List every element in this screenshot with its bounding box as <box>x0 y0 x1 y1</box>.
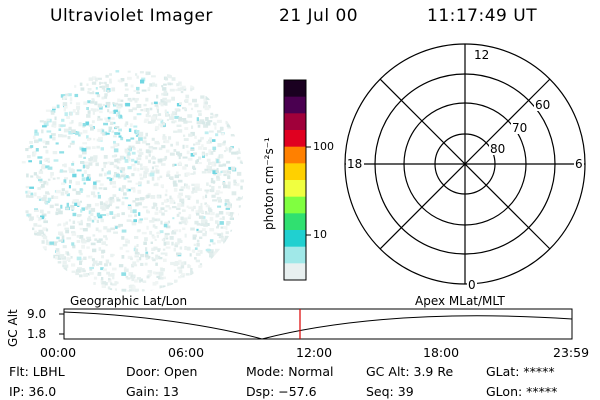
colorbar-segment <box>284 163 306 181</box>
colorbar-segment <box>284 113 306 131</box>
strip-x-tick-1200: 12:00 <box>296 345 333 360</box>
polar-diagonal-2 <box>379 78 551 250</box>
geographic-longitude: GLon: ***** <box>486 384 558 399</box>
strip-y-axis-label: GC Alt <box>6 309 20 347</box>
strip-y-tick-max: 9.0 <box>27 307 47 321</box>
strip-left-label: Geographic Lat/Lon <box>70 294 188 308</box>
gc-altitude-value: GC Alt: 3.9 Re <box>366 364 454 379</box>
polar-mlt-18: 18 <box>347 157 362 171</box>
observation-date: 21 Jul 00 <box>279 6 359 26</box>
colorbar-segment <box>284 196 306 214</box>
gain-value: Gain: 13 <box>126 384 179 399</box>
colorbar-segment <box>284 80 306 98</box>
colorbar-segment <box>284 246 306 264</box>
colorbar-tick-10: 10 <box>313 228 327 241</box>
instrument-title: Ultraviolet Imager <box>50 6 213 26</box>
polar-mlt-12: 12 <box>474 48 489 62</box>
colorbar-segment <box>284 146 306 164</box>
strip-x-tick-0000: 00:00 <box>40 345 77 360</box>
polar-lat-60: 60 <box>535 98 550 112</box>
altitude-curve <box>63 311 573 340</box>
colorbar-segment <box>284 230 306 248</box>
dsp-value: Dsp: −57.6 <box>246 384 317 399</box>
geographic-latitude: GLat: ***** <box>486 364 555 379</box>
polar-mlt-0: 0 <box>468 278 476 292</box>
sequence-value: Seq: 39 <box>366 384 414 399</box>
strip-x-tick-1800: 18:00 <box>423 345 460 360</box>
strip-x-tick-0600: 06:00 <box>168 345 205 360</box>
strip-x-tick-2359: 23:59 <box>553 345 590 360</box>
polar-mlt-6: 6 <box>575 157 583 171</box>
polar-lat-70: 70 <box>512 121 527 135</box>
strip-y-tick-min: 1.8 <box>27 327 47 341</box>
strip-right-label: Apex MLat/MLT <box>415 294 505 308</box>
colorbar-tick-100: 100 <box>313 140 334 153</box>
colorbar-segment <box>284 96 306 114</box>
colorbar-segment <box>284 130 306 148</box>
filter-value: Flt: LBHL <box>9 364 65 379</box>
mode-value: Mode: Normal <box>246 364 334 379</box>
colorbar-segment <box>284 180 306 198</box>
door-status: Door: Open <box>126 364 198 379</box>
ip-value: IP: 36.0 <box>9 384 57 399</box>
observation-time: 11:17:49 UT <box>427 6 538 26</box>
polar-lat-80: 80 <box>490 142 505 156</box>
colorbar-segment <box>284 263 306 281</box>
colorbar-segment <box>284 213 306 231</box>
